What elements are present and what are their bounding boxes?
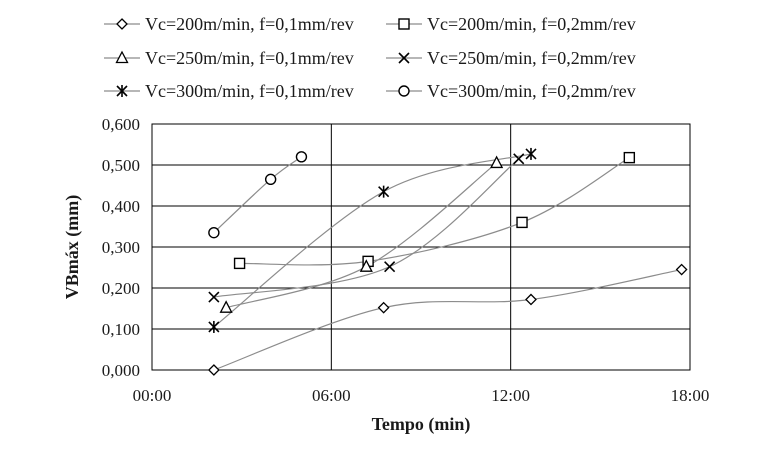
series-line-1 (213, 268, 682, 371)
data-point-series-4 (384, 261, 396, 273)
data-point-series-1 (377, 301, 390, 314)
legend-item-4: Vc=250m/min, f=0,2mm/rev (386, 48, 636, 68)
legend-label: Vc=300m/min, f=0,1mm/rev (145, 81, 354, 101)
data-point-series-1 (525, 293, 537, 306)
series-curves (213, 153, 682, 371)
data-point-series-1 (675, 263, 688, 276)
legend-marker-x (398, 52, 410, 64)
legend-marker-asterisk (116, 85, 128, 97)
data-point-series-2 (623, 151, 636, 164)
data-point-series-1 (207, 364, 220, 376)
legend-marker-triangle (115, 50, 129, 64)
x-tick-label: 06:00 (312, 386, 351, 405)
marker-stroke (208, 291, 220, 303)
series-line-4 (213, 158, 520, 298)
legend-item-5: Vc=300m/min, f=0,1mm/rev (104, 81, 354, 101)
x-tick-label: 18:00 (671, 386, 710, 405)
legend-label: Vc=200m/min, f=0,2mm/rev (427, 14, 636, 34)
legend-label: Vc=250m/min, f=0,2mm/rev (427, 48, 636, 68)
data-point-series-3 (359, 259, 373, 272)
legend-item-2: Vc=200m/min, f=0,2mm/rev (386, 14, 636, 34)
marker-stroke (513, 153, 525, 165)
y-tick-label: 0,300 (102, 238, 140, 257)
y-tick-label: 0,200 (102, 279, 140, 298)
x-tick-label: 00:00 (133, 386, 172, 405)
legend-item-6: Vc=300m/min, f=0,2mm/rev (386, 81, 636, 101)
y-tick-label: 0,600 (102, 115, 140, 134)
data-point-series-4 (208, 291, 220, 303)
legend-marker-diamond (116, 18, 128, 30)
series-line-2 (239, 157, 630, 266)
marker-stroke (398, 52, 410, 64)
legend-marker-circle (398, 85, 410, 97)
legend-label: Vc=250m/min, f=0,1mm/rev (145, 48, 354, 68)
x-axis-title: Tempo (min) (372, 414, 471, 435)
data-point-series-2 (516, 216, 528, 229)
grid (151, 123, 691, 371)
legend-label: Vc=300m/min, f=0,2mm/rev (427, 81, 636, 101)
x-tick-label: 12:00 (491, 386, 530, 405)
tick-labels: 0,000 0,100 0,200 0,300 0,400 0,500 0,600 00:00… (102, 115, 710, 405)
y-tick-label: 0,500 (102, 156, 140, 175)
legend-label: Vc=200m/min, f=0,1mm/rev (145, 14, 354, 34)
data-point-series-6 (264, 173, 277, 186)
series-line-3 (225, 162, 497, 309)
data-point-series-3 (219, 300, 233, 313)
data-point-series-5 (378, 185, 390, 198)
series-line-6 (213, 156, 302, 234)
series-markers (207, 147, 688, 376)
y-axis-title: VBmáx (mm) (62, 195, 83, 299)
data-point-series-2 (233, 257, 246, 270)
data-point-series-5 (208, 320, 220, 333)
y-tick-label: 0,100 (102, 320, 140, 339)
y-tick-label: 0,000 (102, 361, 140, 380)
legend: Vc=200m/min, f=0,1mm/rev Vc=200m/min, f=0… (104, 14, 636, 101)
legend-item-3: Vc=250m/min, f=0,1mm/rev (104, 48, 354, 68)
series-line-5 (213, 153, 532, 328)
marker-stroke (384, 261, 396, 273)
data-point-series-5 (525, 147, 537, 160)
legend-item-1: Vc=200m/min, f=0,1mm/rev (104, 14, 354, 34)
data-point-series-4 (513, 153, 525, 165)
legend-marker-square (398, 18, 410, 30)
data-point-series-3 (490, 155, 504, 169)
data-point-series-6 (295, 151, 308, 163)
y-tick-label: 0,400 (102, 197, 140, 216)
data-point-series-6 (208, 226, 220, 239)
